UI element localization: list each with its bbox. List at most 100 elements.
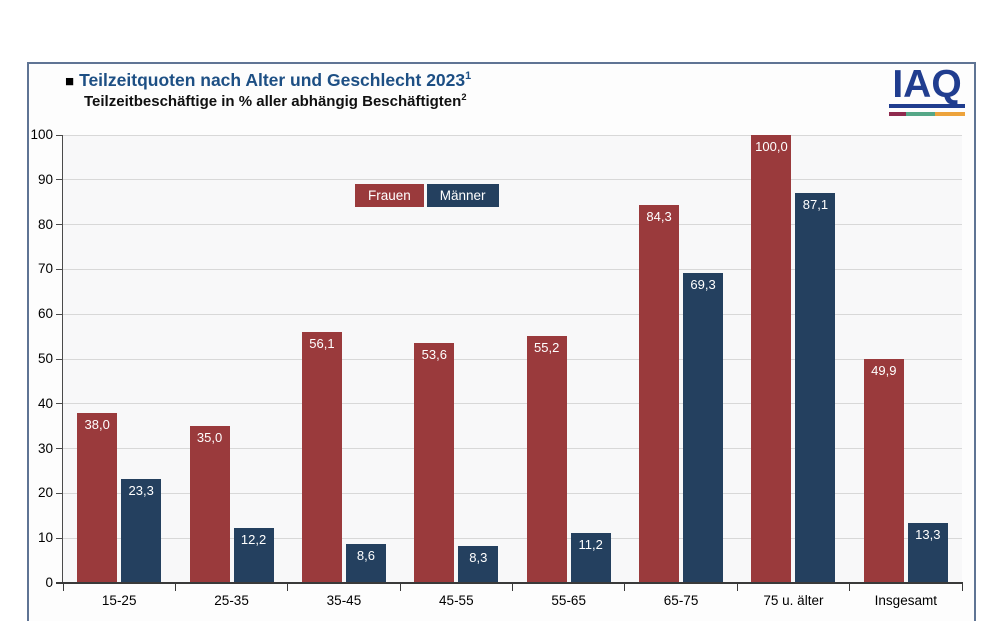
bar-value-label: 12,2	[240, 532, 267, 548]
bar-mnner-6575: 69,3	[683, 272, 724, 583]
bar-value-label: 13,3	[915, 527, 941, 543]
iaq-logo-stripe-segment	[905, 112, 936, 117]
iaq-logo-stripe-segment	[889, 112, 906, 117]
legend-item-frauen: Frauen	[355, 184, 424, 207]
bar-frauen-5565: 55,2	[526, 335, 567, 583]
plot-area: 0 10 20 30 40 50 60 70 80 90 100 38,0 23,3 15-25 35,0 1…	[30, 127, 963, 608]
bar-value-label: 11,2	[578, 536, 603, 552]
x-tick-mark-8	[961, 584, 963, 591]
chart-subtitle-text: Teilzeitbeschäftige in % aller abhängig …	[84, 93, 462, 110]
x-tick-mark-5	[624, 584, 626, 591]
y-tick-mark-50	[56, 358, 63, 360]
bar-frauen-3545: 56,1	[301, 331, 342, 583]
gridline-10	[63, 537, 962, 539]
bar-frauen-Insgesamt: 49,9	[863, 359, 904, 583]
chart-title: ■ Teilzeitquoten nach Alter und Geschlech…	[65, 70, 471, 91]
bar-value-label: 100,0	[755, 139, 788, 154]
gridline-70	[63, 268, 962, 270]
iaq-logo: IAQ	[889, 63, 965, 117]
y-tick-label-100: 100	[30, 127, 53, 142]
bar-value-label: 55,2	[534, 339, 560, 355]
bar-frauen-6575: 84,3	[639, 205, 680, 583]
y-tick-mark-10	[56, 537, 63, 539]
y-tick-mark-40	[56, 403, 63, 405]
iaq-logo-stripe-segment	[935, 112, 965, 117]
x-category-label: 75 u. älter	[763, 593, 824, 608]
y-tick-label-40: 40	[37, 395, 53, 411]
gridline-40	[63, 403, 962, 405]
x-category-label: 55-65	[551, 593, 586, 608]
bar-frauen-4555: 53,6	[414, 342, 455, 583]
y-tick-label-70: 70	[37, 261, 53, 277]
x-category-label: 25-35	[214, 593, 249, 608]
y-tick-label-80: 80	[37, 216, 53, 232]
y-tick-mark-80	[56, 224, 63, 226]
bar-mnner-1525: 23,3	[121, 478, 162, 583]
x-category-label: 65-75	[663, 593, 699, 608]
legend-item-mnner: Männer	[426, 184, 499, 207]
gridline-30	[63, 448, 962, 450]
y-tick-label-60: 60	[37, 306, 53, 322]
bar-mnner-3545: 8,6	[345, 544, 386, 583]
bar-value-label: 35,0	[196, 430, 223, 446]
y-tick-label-20: 20	[37, 485, 53, 501]
chart-subtitle: Teilzeitbeschäftige in % aller abhängig …	[84, 92, 471, 110]
bar-value-label: 84,3	[646, 209, 672, 225]
gridline-50	[63, 358, 962, 360]
title-bullet-square-icon: ■	[65, 73, 75, 90]
y-tick-label-0: 0	[45, 575, 53, 590]
iaq-logo-underline	[889, 104, 965, 109]
bar-mnner-2535: 12,2	[233, 528, 274, 583]
bar-value-label: 8,6	[356, 548, 375, 564]
x-tick-mark-0	[62, 584, 64, 591]
x-category-label: Insgesamt	[874, 593, 937, 608]
gridline-80	[63, 224, 962, 226]
bar-value-label: 69,3	[690, 276, 716, 292]
chart-header: ■ Teilzeitquoten nach Alter und Geschlech…	[65, 70, 471, 110]
x-category-label: 15-25	[101, 593, 137, 608]
y-tick-mark-90	[56, 179, 63, 181]
y-tick-label-50: 50	[37, 351, 53, 366]
x-tick-mark-2	[287, 584, 289, 591]
y-tick-mark-100	[56, 134, 63, 136]
y-tick-label-30: 30	[37, 440, 53, 456]
x-category-label: 35-45	[326, 593, 362, 608]
bar-frauen-75ulter: 100,0	[751, 135, 792, 583]
y-tick-mark-20	[56, 492, 63, 494]
bar-value-label: 53,6	[421, 346, 447, 362]
y-tick-label-10: 10	[37, 530, 53, 546]
y-tick-label-90: 90	[37, 171, 53, 187]
bar-value-label: 87,1	[802, 196, 829, 212]
x-tick-mark-4	[512, 584, 513, 591]
bar-mnner-Insgesamt: 13,3	[907, 523, 948, 583]
bar-mnner-75ulter: 87,1	[795, 192, 836, 583]
x-category-label: 45-55	[439, 593, 474, 608]
chart-title-text: Teilzeitquoten nach Alter und Geschlecht…	[79, 70, 466, 90]
bar-mnner-4555: 8,3	[458, 545, 499, 583]
bar-value-label: 23,3	[128, 482, 154, 498]
iaq-logo-text: IAQ	[892, 63, 962, 106]
y-axis-line	[62, 135, 63, 583]
bar-value-label: 38,0	[84, 416, 110, 432]
bar-value-label: 56,1	[309, 335, 335, 351]
chart-frame: ■ Teilzeitquoten nach Alter und Geschlech…	[27, 62, 976, 621]
bar-frauen-2535: 35,0	[189, 426, 230, 583]
x-tick-mark-6	[736, 584, 738, 591]
subtitle-footnote-marker: 2	[461, 92, 467, 102]
x-axis-line	[56, 582, 963, 584]
gridline-100	[63, 134, 962, 136]
x-tick-mark-1	[174, 584, 176, 591]
x-tick-mark-3	[399, 584, 401, 591]
gridline-90	[63, 179, 962, 181]
gridline-60	[63, 313, 962, 315]
gridline-20	[63, 492, 962, 494]
iaq-logo-stripe	[889, 112, 965, 117]
title-footnote-marker: 1	[465, 70, 472, 83]
bar-mnner-5565: 11,2	[570, 532, 611, 583]
y-tick-mark-70	[56, 268, 63, 270]
chart-legend: Frauen Männer	[355, 184, 499, 207]
bar-value-label: 8,3	[469, 549, 488, 565]
y-tick-mark-30	[56, 448, 63, 450]
bar-frauen-1525: 38,0	[77, 412, 118, 583]
